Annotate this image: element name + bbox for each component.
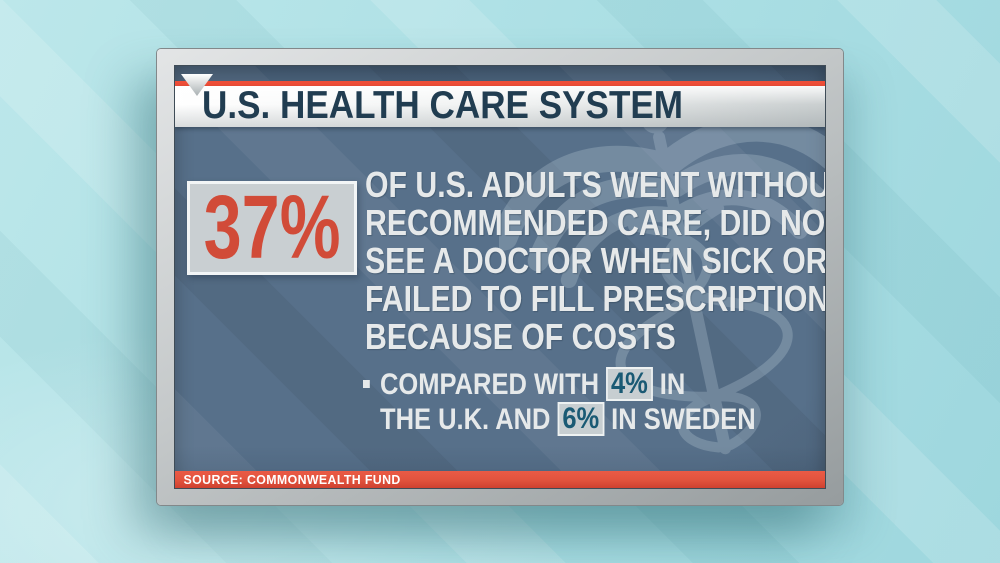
source-text: SOURCE: COMMONWEALTH FUND xyxy=(183,472,401,487)
source-bar: SOURCE: COMMONWEALTH FUND xyxy=(175,471,825,488)
monitor-frame: U.S. HEALTH CARE SYSTEM 37% OF U.S. ADUL… xyxy=(157,49,843,505)
comparison-text: COMPARED WITH xyxy=(380,367,600,401)
comparison-bullet: COMPARED WITH 4% IN THE U.K. AND 6% IN S… xyxy=(363,367,756,436)
caduceus-icon xyxy=(499,105,825,455)
square-bullet-icon xyxy=(363,380,370,388)
stat-value-box: 37% xyxy=(187,181,357,275)
comparison-line-1: COMPARED WITH 4% IN xyxy=(363,367,756,401)
comparison-text: IN xyxy=(659,367,686,401)
accent-line xyxy=(175,81,825,86)
comparison-line-2: THE U.K. AND 6% IN SWEDEN xyxy=(380,402,756,436)
stat-value: 37% xyxy=(203,178,341,278)
graphic-screen: U.S. HEALTH CARE SYSTEM 37% OF U.S. ADUL… xyxy=(175,66,825,488)
sweden-value-badge: 6% xyxy=(557,402,605,436)
comparison-text: THE U.K. AND xyxy=(380,402,551,436)
uk-value-badge: 4% xyxy=(605,367,653,401)
title-bar: U.S. HEALTH CARE SYSTEM xyxy=(175,86,825,127)
stat-description: OF U.S. ADULTS WENT WITHOUT RECOMMENDED … xyxy=(365,164,825,357)
comparison-text: IN SWEDEN xyxy=(611,402,756,436)
page-title: U.S. HEALTH CARE SYSTEM xyxy=(202,84,684,127)
